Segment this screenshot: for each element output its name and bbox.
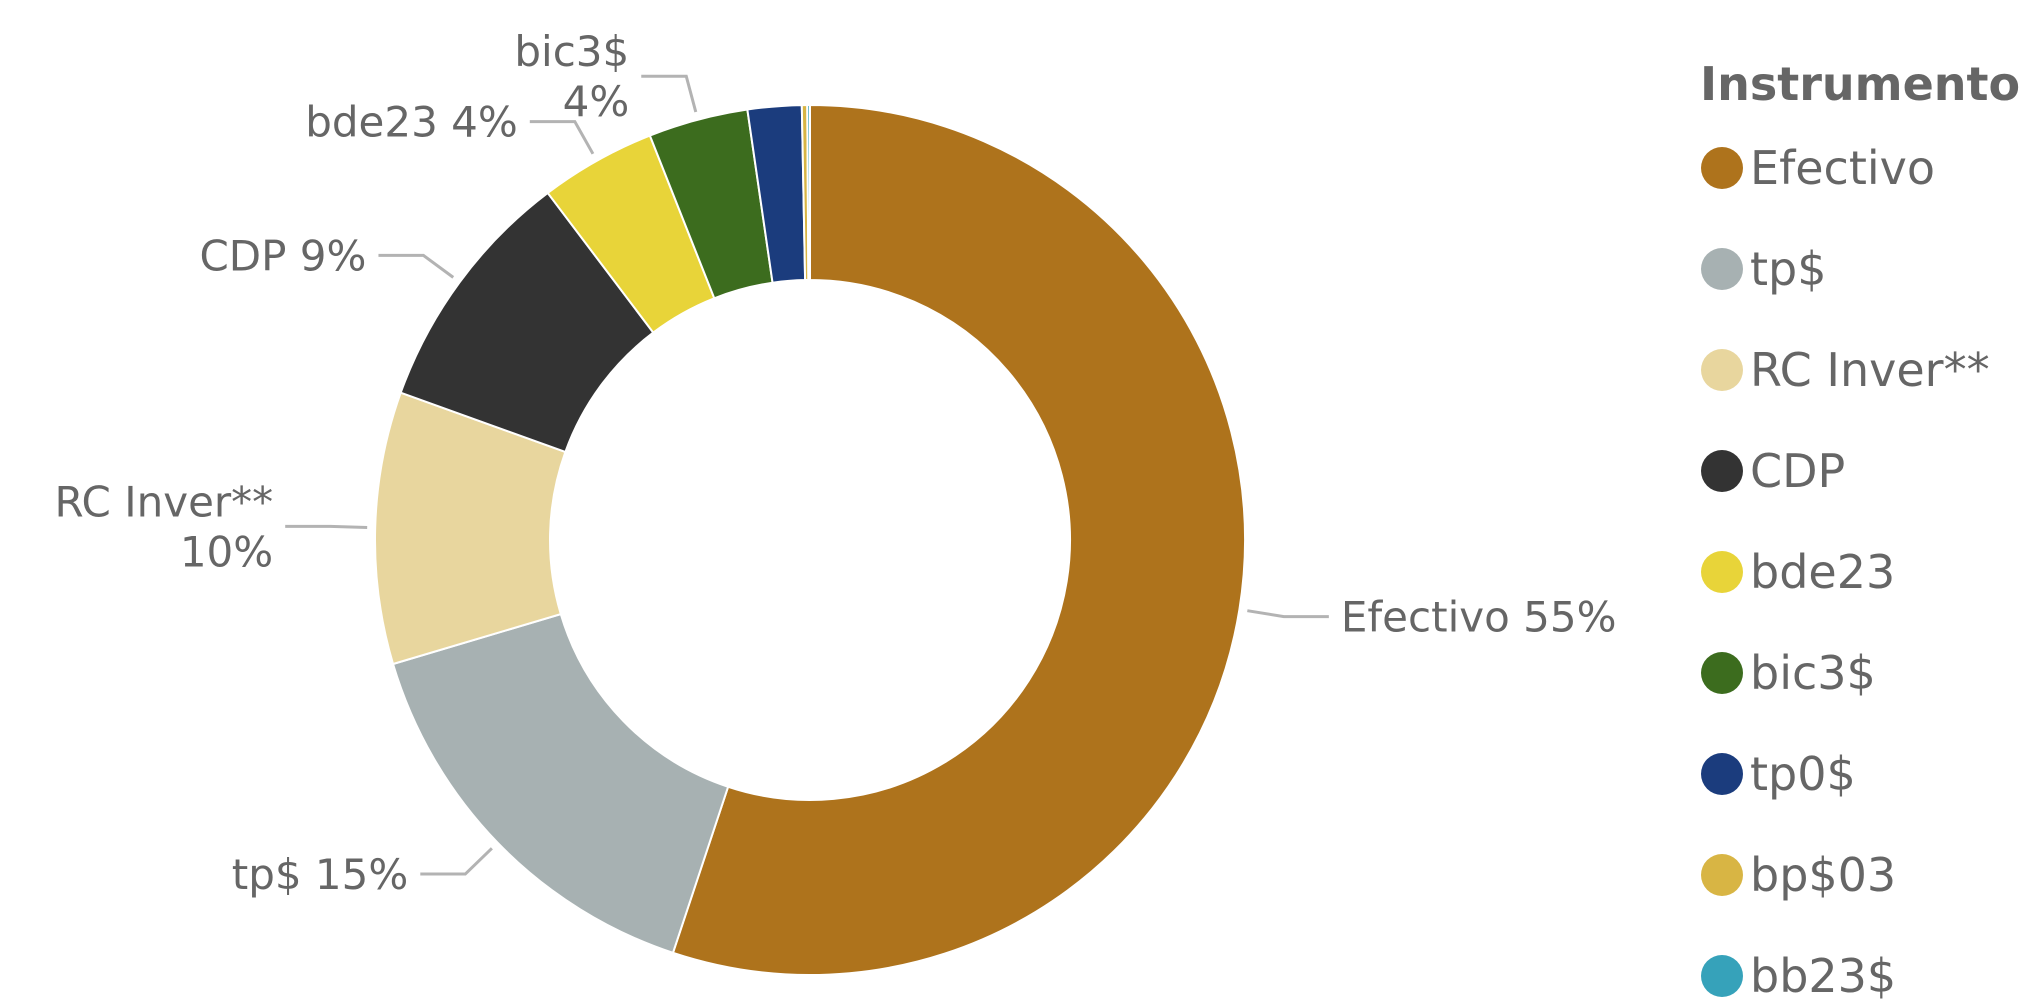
legend-label-cdp[interactable]: CDP: [1750, 444, 1845, 498]
legend-marker-efectivo: [1701, 147, 1743, 189]
legend-label-tp[interactable]: tp$: [1750, 242, 1827, 296]
data-label-line: Efectivo 55%: [1341, 593, 1617, 642]
data-label-tp: tp$ 15%: [232, 850, 409, 899]
data-label-line: 4%: [563, 77, 630, 126]
leader-line-rc-inver: [285, 524, 368, 529]
data-labels: Efectivo 55% tp$ 15% RC Inver** 10% CDP 9% bd…: [54, 27, 1616, 899]
legend-label-rc-inver[interactable]: RC Inver**: [1750, 343, 1990, 397]
legend-marker-bde23: [1701, 551, 1743, 593]
leader-line-cdp: [378, 253, 455, 279]
legend-marker-tp0: [1701, 753, 1743, 795]
data-label-line: CDP 9%: [199, 231, 366, 280]
leader-line-efectivo: [1247, 609, 1329, 619]
legend-label-tp0[interactable]: tp0$: [1750, 747, 1856, 801]
legend-label-bde23[interactable]: bde23: [1750, 545, 1895, 599]
legend-marker-bic3: [1701, 652, 1743, 694]
data-label-line: RC Inver**: [54, 477, 273, 526]
legend-marker-cdp: [1701, 450, 1743, 492]
data-label-cdp: CDP 9%: [199, 231, 366, 280]
data-label-bde23: bde23 4%: [305, 98, 518, 147]
data-label-efectivo: Efectivo 55%: [1341, 593, 1617, 642]
legend-marker-bp-03: [1701, 854, 1743, 896]
data-label-line: 10%: [180, 527, 273, 576]
legend-marker-rc-inver: [1701, 349, 1743, 391]
legend-label-bic3[interactable]: bic3$: [1750, 646, 1876, 700]
legend: Instrumento Efectivo tp$ RC Inver** CDP bde2…: [1700, 57, 2020, 1000]
leader-lines: [285, 74, 1329, 876]
donut-slices: [374, 103, 1246, 976]
leader-line-tp: [420, 847, 493, 876]
legend-marker-bb23: [1701, 955, 1743, 997]
legend-label-bp-03[interactable]: bp$03: [1750, 848, 1896, 902]
slice-tp[interactable]: [391, 612, 730, 955]
legend-marker-tp: [1701, 248, 1743, 290]
slice-efectivo[interactable]: [671, 103, 1246, 976]
leader-line-bde23: [529, 120, 595, 155]
data-label-rc-inver: RC Inver** 10%: [54, 477, 273, 576]
slice-bb23[interactable]: [806, 103, 811, 282]
data-label-bic3: bic3$ 4%: [514, 27, 629, 126]
legend-label-bb23[interactable]: bb23$: [1750, 949, 1896, 1000]
legend-title: Instrumento: [1700, 57, 2020, 111]
data-label-line: bic3$: [514, 27, 629, 76]
data-label-line: bde23 4%: [305, 98, 518, 147]
leader-line-bic3: [641, 74, 698, 113]
data-label-line: tp$ 15%: [232, 850, 409, 899]
legend-label-efectivo[interactable]: Efectivo: [1750, 141, 1935, 195]
